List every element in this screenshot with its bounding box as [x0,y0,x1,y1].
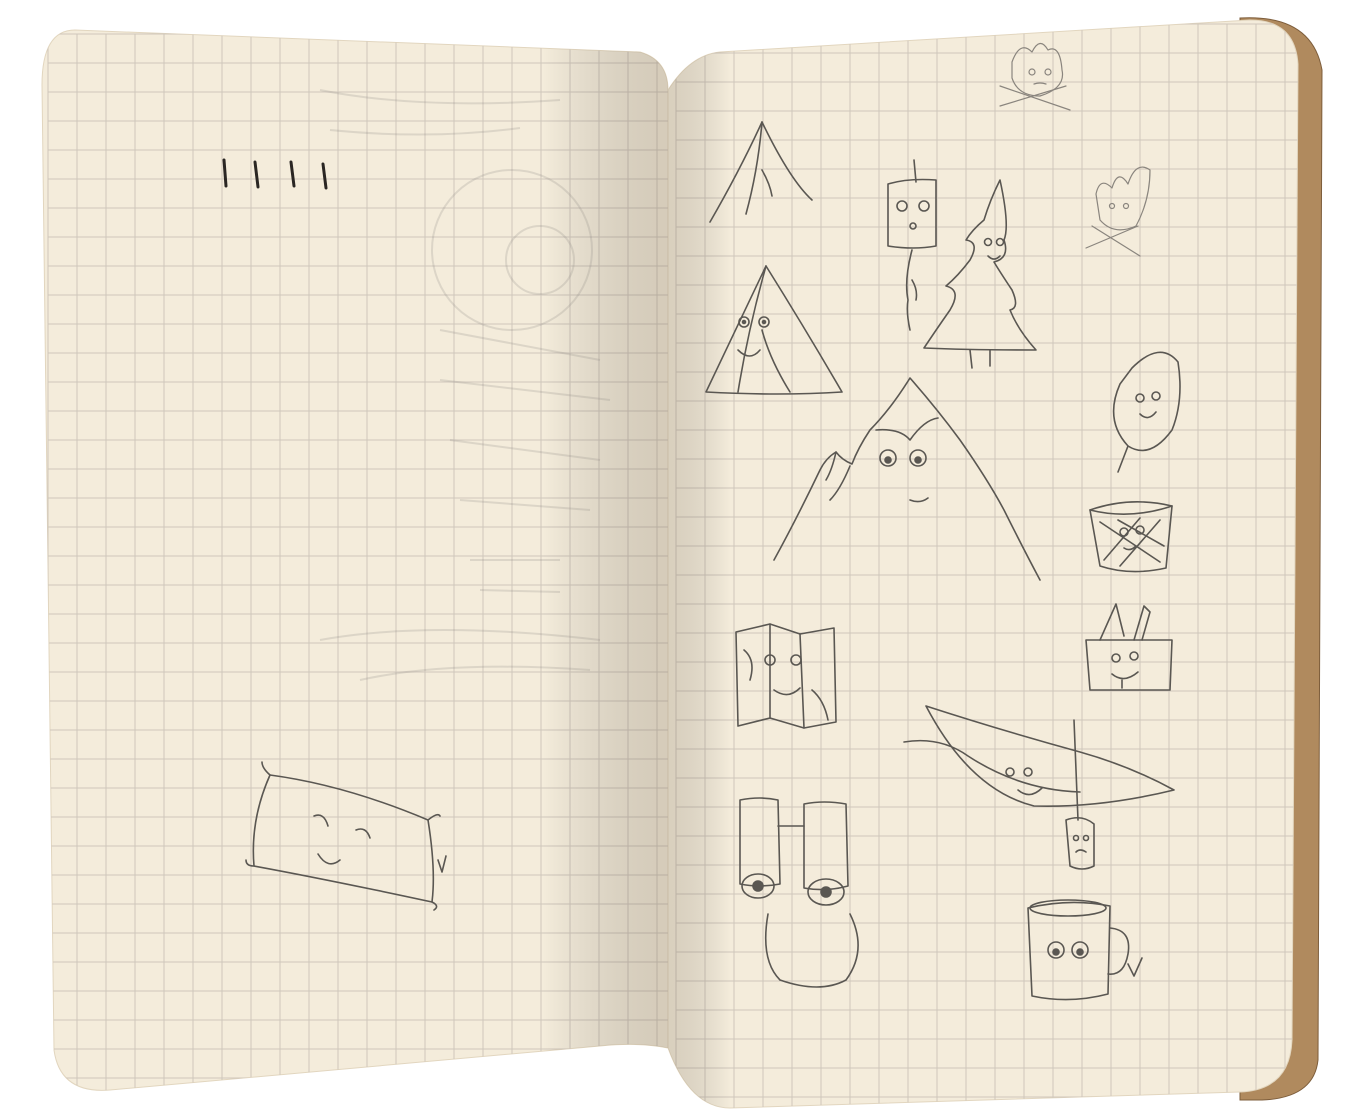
paddle-doodle [1065,719,1095,870]
tally-marks [222,158,328,190]
binoculars-face-doodle [739,797,859,988]
leaf-face-doodle [1112,351,1181,473]
mug-face-doodle [1027,899,1130,1001]
tent-outline-doodle [709,121,813,223]
check-mark-icon [1127,957,1143,977]
pine-tree-doodle [923,179,1037,369]
basket-face-doodle [1089,501,1173,573]
campfire-face-doodle [999,42,1071,111]
picnic-basket-face-doodle [1085,603,1173,691]
campfire-face-small-doodle [1085,166,1151,257]
pillow-doodle [245,761,447,911]
marshmallow-on-stick-doodle [887,159,937,331]
show-through-drawings [319,89,611,681]
map-face-doodle [735,623,837,729]
tent-face-doodle [705,265,843,395]
right-page-doodles [705,42,1181,1001]
mountain-face-doodle [773,377,1041,581]
canoe-face-doodle [903,705,1175,807]
